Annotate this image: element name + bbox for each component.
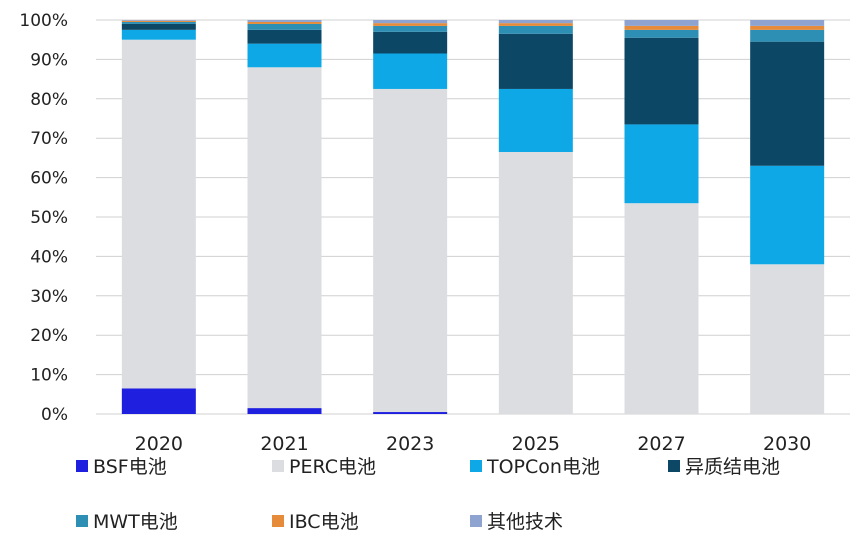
legend-item: BSF电池 bbox=[76, 456, 167, 478]
bar-segment bbox=[624, 203, 699, 414]
x-tick-label: 2030 bbox=[763, 433, 811, 455]
y-tick-label: 20% bbox=[30, 326, 68, 346]
bar-segment bbox=[247, 67, 322, 409]
bar-segment bbox=[624, 37, 699, 125]
bar-segment bbox=[750, 29, 825, 42]
bar-segment bbox=[624, 20, 699, 26]
legend-label: BSF电池 bbox=[93, 456, 167, 478]
bar-segment bbox=[498, 20, 573, 24]
x-tick-label: 2027 bbox=[637, 433, 685, 455]
legend-label: 其他技术 bbox=[487, 511, 563, 533]
y-tick-label: 10% bbox=[30, 366, 68, 386]
legend-item: IBC电池 bbox=[272, 511, 359, 533]
legend-item: PERC电池 bbox=[272, 456, 376, 478]
bar-segment bbox=[121, 20, 196, 22]
bar-segment bbox=[121, 388, 196, 414]
legend-swatch bbox=[76, 460, 88, 472]
bar-segment bbox=[373, 31, 448, 54]
legend-label: TOPCon电池 bbox=[486, 456, 600, 478]
legend-label: PERC电池 bbox=[289, 456, 376, 478]
bar-segment bbox=[247, 408, 322, 414]
bar-segment bbox=[247, 29, 322, 44]
bar-segment bbox=[498, 23, 573, 26]
legend-swatch bbox=[470, 460, 482, 472]
bar-segment bbox=[750, 25, 825, 30]
bar-segment bbox=[247, 20, 322, 22]
y-tick-label: 80% bbox=[30, 90, 68, 110]
bar-segment bbox=[373, 53, 448, 89]
x-axis-ticks: 2020 2021 2023 2025 2027 2030 bbox=[135, 433, 812, 455]
legend-item: 其他技术 bbox=[470, 511, 563, 533]
y-tick-label: 90% bbox=[30, 50, 68, 70]
bar-segment bbox=[121, 20, 196, 21]
y-tick-label: 100% bbox=[19, 11, 68, 31]
legend-swatch bbox=[76, 515, 88, 527]
legend-label: 异质结电池 bbox=[685, 456, 780, 478]
x-tick-label: 2020 bbox=[135, 433, 183, 455]
x-tick-label: 2021 bbox=[260, 433, 308, 455]
bar-segment bbox=[624, 124, 699, 204]
bar-segment bbox=[498, 151, 573, 415]
legend-item: TOPCon电池 bbox=[470, 456, 600, 478]
bar-segment bbox=[750, 264, 825, 414]
bar-segment bbox=[624, 25, 699, 30]
bar-segment bbox=[750, 20, 825, 26]
legend-swatch bbox=[470, 515, 482, 527]
bar-segment bbox=[121, 39, 196, 389]
bar-segment bbox=[373, 23, 448, 26]
x-tick-label: 2023 bbox=[386, 433, 434, 455]
bar-segment bbox=[373, 25, 448, 32]
legend-swatch bbox=[272, 515, 284, 527]
bar-segment bbox=[624, 29, 699, 38]
y-tick-label: 0% bbox=[41, 405, 68, 425]
y-tick-label: 30% bbox=[30, 287, 68, 307]
bar-segment bbox=[498, 25, 573, 34]
legend-item: 异质结电池 bbox=[668, 456, 780, 478]
bar-segment bbox=[247, 21, 322, 24]
y-tick-label: 60% bbox=[30, 169, 68, 189]
bar-segment bbox=[121, 29, 196, 40]
legend-label: IBC电池 bbox=[289, 511, 359, 533]
legend-swatch bbox=[668, 460, 680, 472]
bars bbox=[121, 20, 825, 415]
bar-segment bbox=[247, 23, 322, 30]
x-tick-label: 2025 bbox=[512, 433, 560, 455]
legend-swatch bbox=[272, 460, 284, 472]
legend-item: MWT电池 bbox=[76, 511, 178, 533]
bar-segment bbox=[373, 20, 448, 24]
bar-segment bbox=[373, 88, 448, 413]
legend: BSF电池 PERC电池 TOPCon电池 异质结电池 MWT电池 IBC电池 其他技术 bbox=[76, 456, 780, 533]
grid-lines bbox=[96, 19, 850, 415]
bar-segment bbox=[498, 88, 573, 152]
bar-segment bbox=[247, 43, 322, 68]
bar-segment bbox=[121, 23, 196, 30]
y-tick-label: 40% bbox=[30, 247, 68, 267]
y-tick-label: 50% bbox=[30, 208, 68, 228]
legend-label: MWT电池 bbox=[93, 511, 178, 533]
bar-segment bbox=[750, 165, 825, 265]
y-axis-ticks: 0% 10% 20% 30% 40% 50% 60% 70% 80% 90% 100% bbox=[19, 11, 68, 425]
bar-segment bbox=[498, 33, 573, 89]
bar-segment bbox=[750, 41, 825, 166]
bar-segment bbox=[121, 21, 196, 24]
y-tick-label: 70% bbox=[30, 129, 68, 149]
bar-segment bbox=[373, 412, 448, 414]
